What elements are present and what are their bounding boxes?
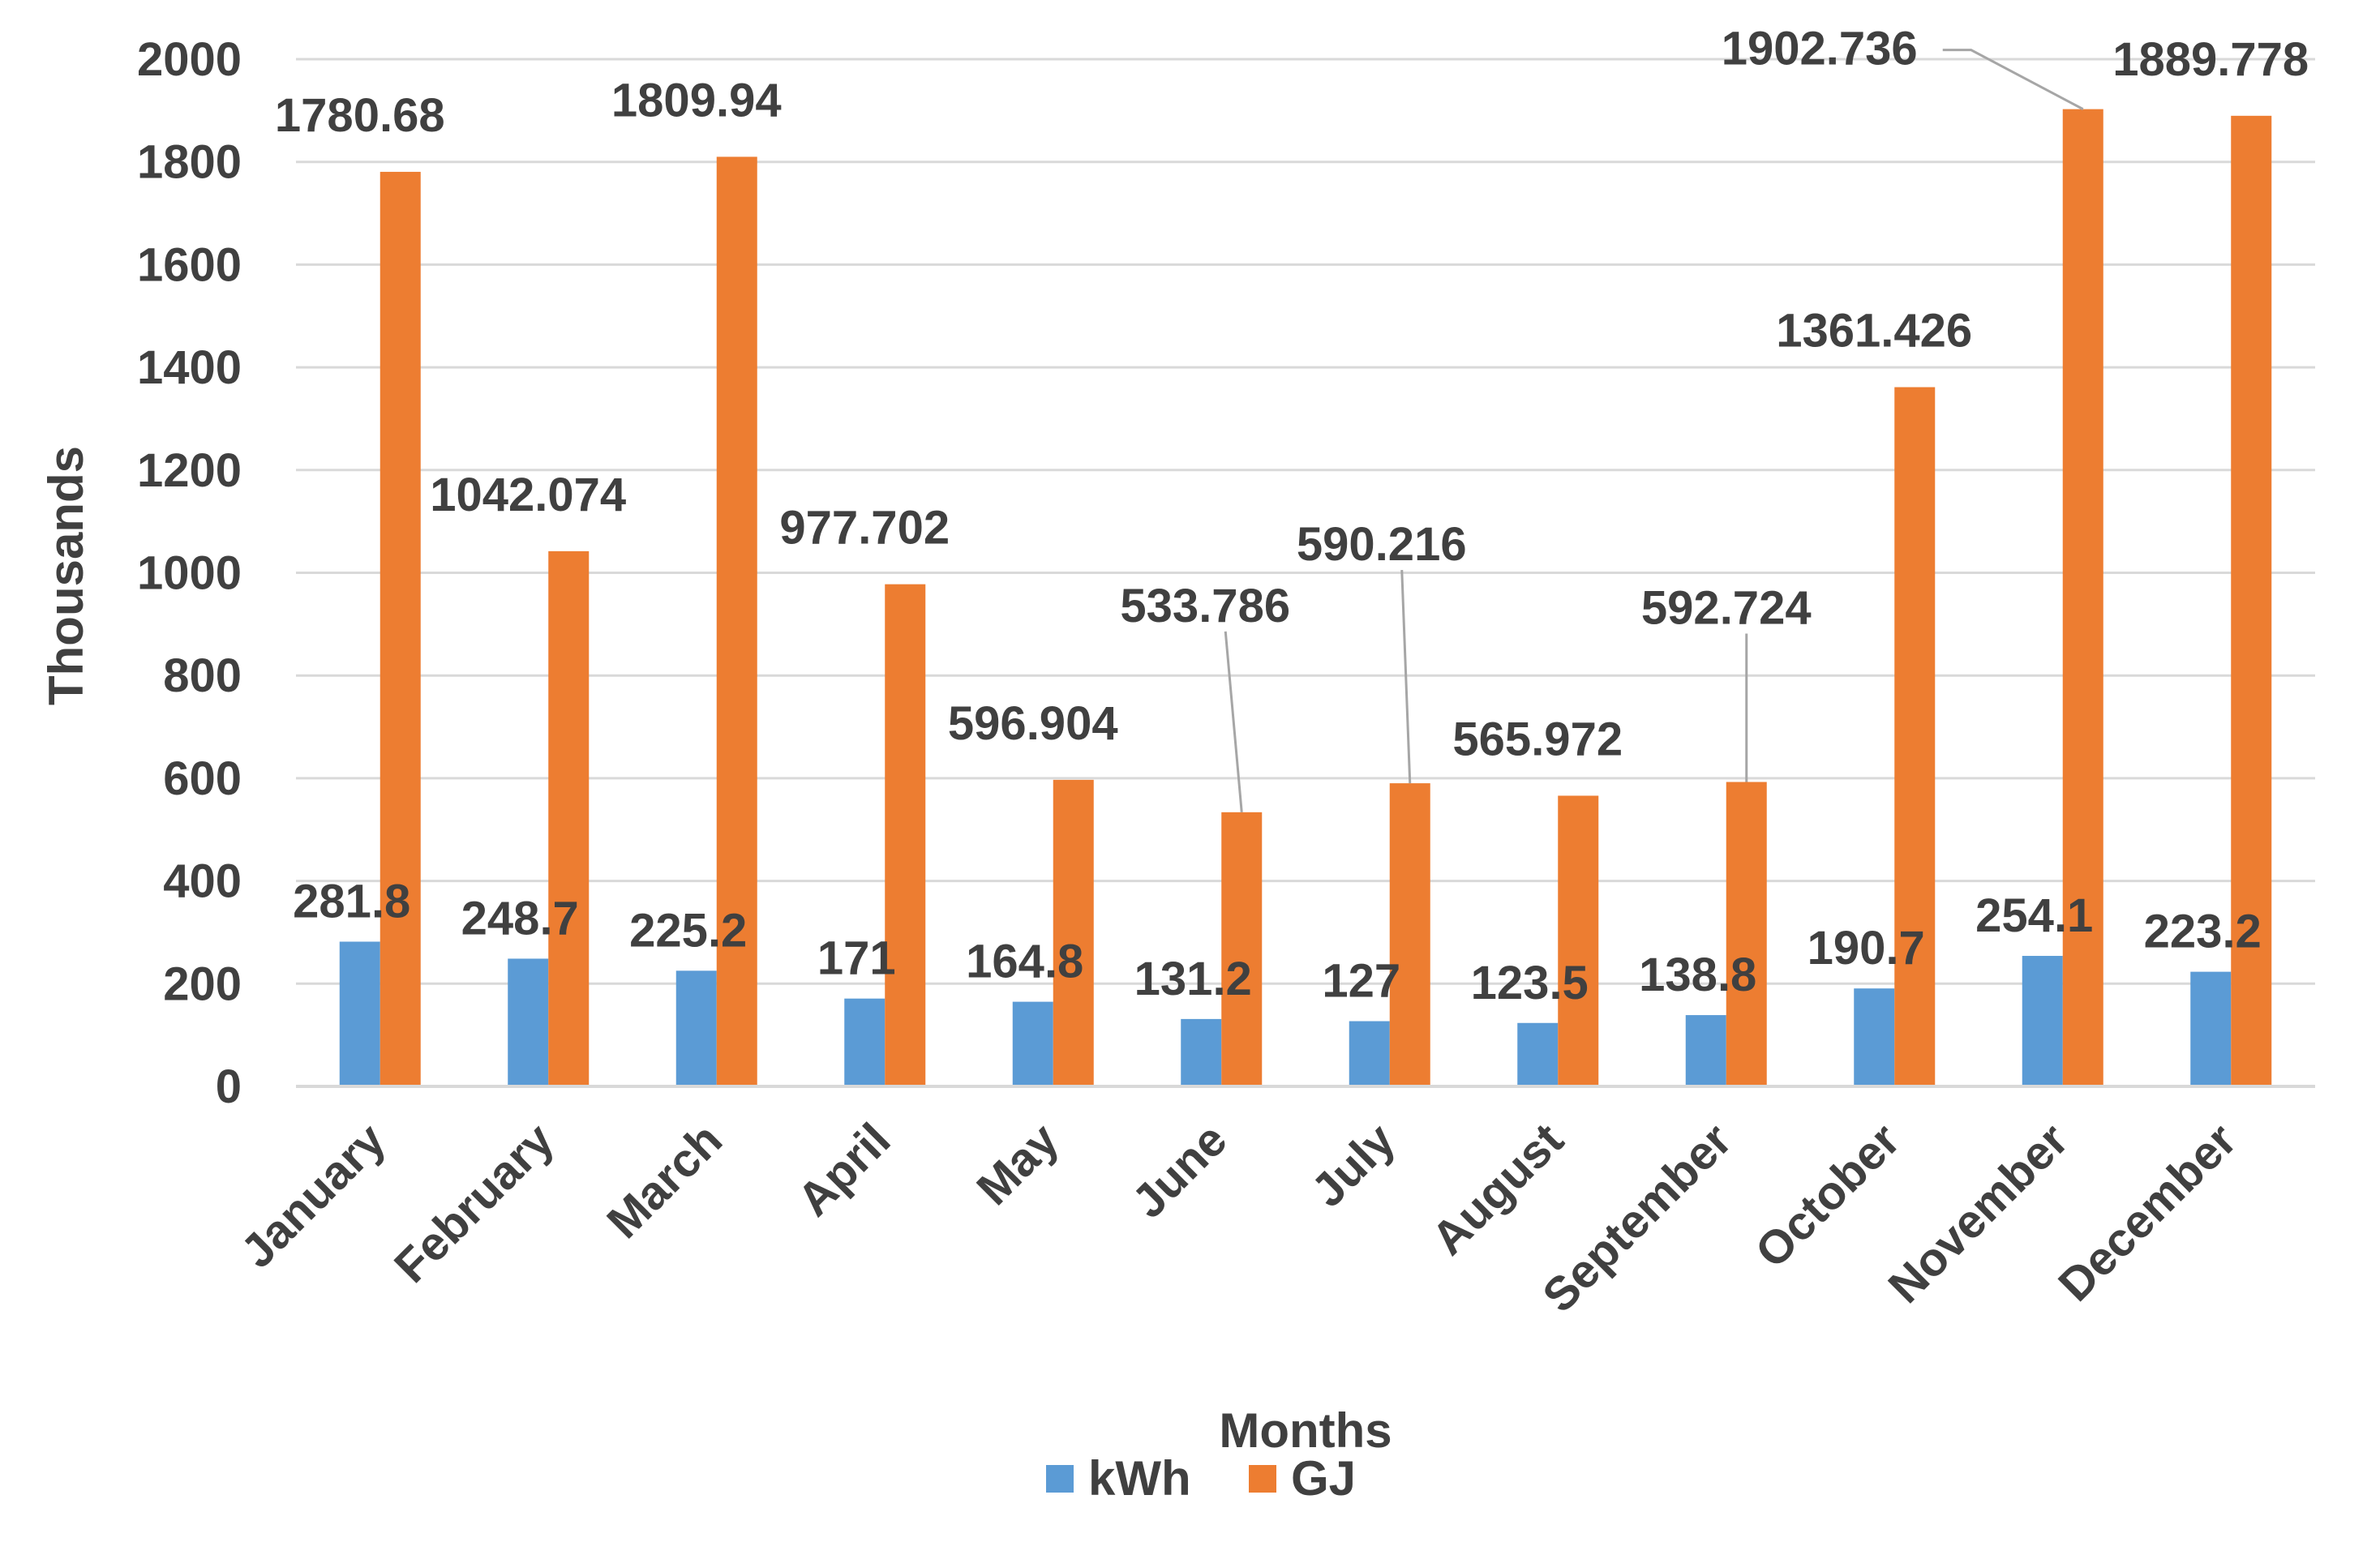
data-label-gj: 1780.68 <box>275 89 445 142</box>
bar-gj <box>380 171 421 1087</box>
bar-gj <box>716 156 757 1086</box>
bar-gj <box>548 550 590 1086</box>
y-tick-label: 2000 <box>137 33 242 86</box>
leader-line <box>1400 570 1412 784</box>
x-category-label: January <box>231 1113 396 1278</box>
legend-label: GJ <box>1291 1451 1356 1506</box>
bar-kwh <box>1517 1022 1559 1086</box>
bar-kwh <box>1012 1001 1053 1086</box>
data-label-gj: 565.972 <box>1452 713 1623 765</box>
x-category-label: May <box>967 1113 1069 1215</box>
bar-gj <box>1389 783 1430 1086</box>
legend-swatch <box>1046 1465 1074 1493</box>
bar-gj <box>2062 109 2103 1087</box>
bar-kwh <box>339 941 380 1086</box>
leader-line <box>1224 631 1243 812</box>
data-label-gj: 977.702 <box>779 502 950 555</box>
bar-gj <box>1726 782 1767 1086</box>
x-category-label: July <box>1301 1113 1405 1217</box>
x-category-label: March <box>597 1113 732 1249</box>
y-tick-label: 1800 <box>137 136 242 189</box>
bar-kwh <box>2190 971 2232 1086</box>
y-tick-label: 0 <box>216 1060 242 1113</box>
bar-kwh <box>675 970 717 1086</box>
legend-label: kWh <box>1088 1451 1191 1506</box>
data-label-kwh: 123.5 <box>1471 957 1589 1009</box>
y-axis-title: Thousands <box>39 446 93 705</box>
data-label-kwh: 281.8 <box>293 875 410 927</box>
x-category-label: August <box>1422 1113 1573 1265</box>
data-label-gj: 1902.736 <box>1722 23 1918 75</box>
data-label-kwh: 225.2 <box>629 904 747 957</box>
bar-kwh <box>1854 988 1895 1086</box>
bar-kwh <box>1349 1021 1390 1086</box>
bar-gj <box>1221 812 1263 1086</box>
x-category-label: December <box>2048 1113 2246 1311</box>
data-label-kwh: 190.7 <box>1808 922 1925 975</box>
y-tick-label: 200 <box>163 957 242 1010</box>
bar-gj <box>1053 779 1094 1086</box>
bar-kwh <box>508 958 549 1086</box>
bar-gj <box>1558 795 1599 1086</box>
data-label-kwh: 248.7 <box>461 892 579 945</box>
y-axis-ticks: 0 200 400 600 800 1000 1200 1400 1600 1800 2000 <box>137 33 242 1113</box>
data-label-gj: 592.724 <box>1641 582 1812 635</box>
data-label-gj: 1042.074 <box>430 469 626 521</box>
data-label-kwh: 127 <box>1322 955 1400 1008</box>
x-category-label: February <box>384 1113 564 1292</box>
data-label-kwh: 223.2 <box>2144 906 2262 958</box>
bar-gj <box>1894 387 1936 1086</box>
bar-gj <box>885 584 926 1086</box>
bar-kwh <box>2022 956 2063 1086</box>
data-label-kwh: 254.1 <box>1975 889 2093 942</box>
x-axis-title: Months <box>1219 1403 1392 1458</box>
bar-gj <box>2231 115 2272 1086</box>
y-tick-label: 1600 <box>137 238 242 291</box>
x-category-label: October <box>1745 1113 1910 1278</box>
x-category-label: June <box>1122 1113 1237 1228</box>
leader-line <box>1942 49 2084 110</box>
y-tick-label: 800 <box>163 649 242 702</box>
legend: kWh GJ <box>1046 1451 1356 1506</box>
y-tick-label: 1400 <box>137 341 242 394</box>
data-label-kwh: 131.2 <box>1134 953 1252 1005</box>
data-label-gj: 1889.778 <box>2112 33 2309 86</box>
leader-lines <box>1224 49 2084 812</box>
bar-kwh <box>1685 1015 1726 1086</box>
data-label-kwh: 138.8 <box>1639 949 1756 1001</box>
x-category-label: November <box>1878 1113 2078 1313</box>
bar-kwh <box>1181 1018 1222 1086</box>
data-label-gj: 590.216 <box>1297 518 1467 571</box>
gridlines <box>296 58 2315 985</box>
x-category-label: April <box>787 1113 900 1226</box>
bars <box>339 109 2272 1087</box>
legend-swatch <box>1249 1465 1276 1493</box>
data-label-gj: 533.786 <box>1120 580 1290 632</box>
y-tick-label: 600 <box>163 752 242 805</box>
y-tick-label: 1000 <box>137 547 242 600</box>
bar-kwh <box>844 998 886 1086</box>
data-label-gj: 1809.94 <box>611 74 782 126</box>
data-label-kwh: 171 <box>817 932 896 985</box>
data-label-kwh: 164.8 <box>966 936 1083 988</box>
y-tick-label: 400 <box>163 855 242 908</box>
data-labels: 281.8 1780.68 248.7 1042.074 225.2 1809.94 171… <box>275 23 2309 1009</box>
data-label-gj: 596.904 <box>948 697 1118 750</box>
data-label-gj: 1361.426 <box>1776 305 1972 358</box>
y-tick-label: 1200 <box>137 444 242 497</box>
